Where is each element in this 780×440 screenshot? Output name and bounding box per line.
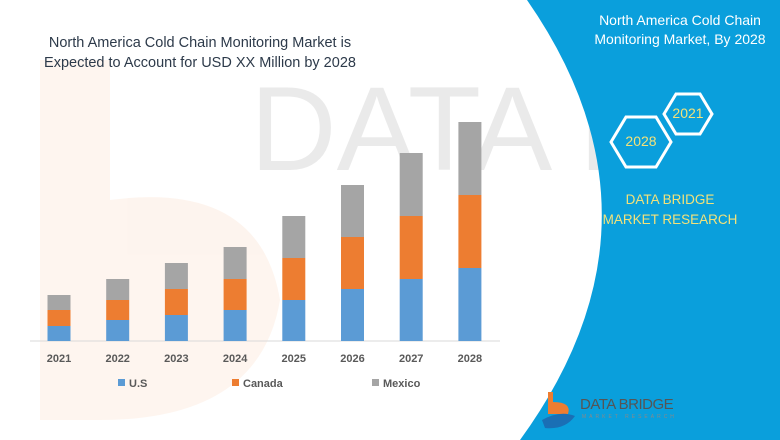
x-tick-label: 2027	[399, 353, 423, 365]
logo-text: DATA BRIDGE	[580, 396, 674, 413]
hex-year-2028: 2028	[625, 133, 657, 149]
bar-canada-2024	[223, 279, 247, 310]
bar-us-2025	[282, 300, 306, 341]
x-tick-label: 2023	[164, 353, 188, 365]
legend-swatch	[232, 379, 239, 386]
x-tick-label: 2026	[340, 353, 364, 365]
bar-canada-2025	[282, 258, 306, 300]
bar-mexico-2028	[458, 122, 482, 195]
bar-us-2026	[341, 289, 364, 341]
legend-swatch	[118, 379, 125, 386]
bar-us-2021	[47, 326, 71, 341]
hexagon-2028	[609, 115, 673, 169]
bar-canada-2021	[47, 310, 71, 326]
x-tick-label: 2021	[47, 353, 71, 365]
x-tick-label: 2024	[223, 353, 248, 365]
bar-mexico-2026	[341, 185, 364, 237]
bar-canada-2023	[164, 289, 188, 315]
x-tick-label: 2025	[282, 353, 306, 365]
legend-swatch	[372, 379, 379, 386]
x-tick-label: 2022	[105, 353, 129, 365]
legend-label: U.S	[129, 378, 147, 390]
side-panel-bg	[520, 0, 780, 440]
logo-subtext: MARKET RESEARCH	[582, 414, 677, 420]
bar-us-2023	[164, 315, 188, 341]
chart-plot: 2021 2022 2023 2024 2025 2026 2027 2028 U.S Canad…	[30, 122, 500, 390]
bar-mexico-2023	[164, 263, 188, 289]
bar-canada-2026	[341, 237, 364, 289]
side-panel-title: North America Cold Chain Monitoring Mark…	[594, 12, 766, 47]
legend-label: Canada	[243, 378, 284, 390]
bar-canada-2022	[106, 300, 130, 320]
hex-year-2021: 2021	[672, 105, 704, 121]
legend-label: Mexico	[383, 378, 421, 390]
bar-us-2022	[106, 320, 130, 341]
bar-us-2027	[399, 279, 423, 341]
brand-text: DATA BRIDGE MARKET RESEARCH	[602, 192, 738, 227]
page-title: North America Cold Chain Monitoring Mark…	[44, 35, 356, 71]
logo-icon	[542, 392, 575, 429]
x-tick-label: 2028	[458, 353, 482, 365]
bar-canada-2027	[399, 216, 423, 279]
hexagon-2021	[662, 92, 714, 136]
bar-mexico-2027	[399, 153, 423, 216]
bar-canada-2028	[458, 195, 482, 268]
bar-us-2028	[458, 268, 482, 341]
bar-mexico-2022	[106, 279, 130, 300]
bar-us-2024	[223, 310, 247, 341]
bar-mexico-2021	[47, 295, 71, 310]
bar-mexico-2024	[223, 247, 247, 279]
bar-mexico-2025	[282, 216, 306, 258]
